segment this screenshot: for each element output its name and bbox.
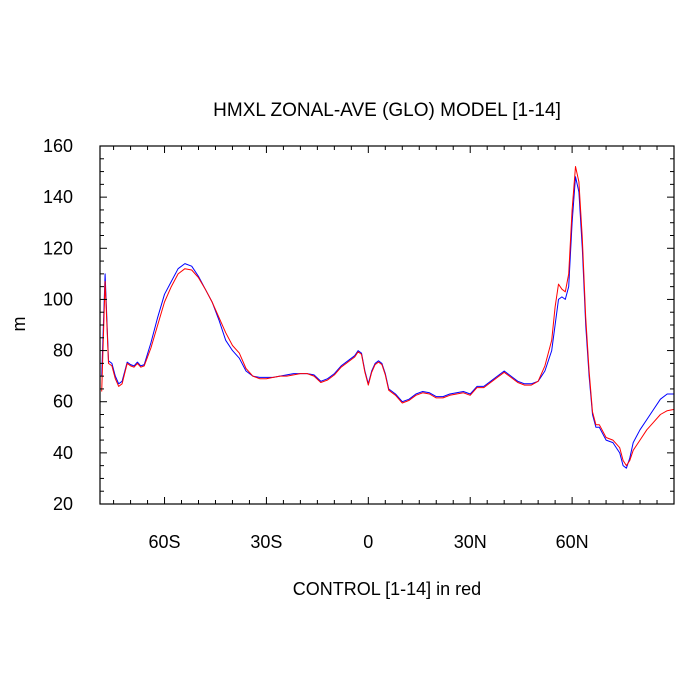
y-tick-label: 20	[53, 494, 73, 514]
x-tick-label: 60S	[149, 532, 181, 552]
y-tick-label: 120	[43, 238, 73, 258]
y-tick-label: 140	[43, 187, 73, 207]
plot-lines	[101, 166, 675, 469]
y-tick-label: 100	[43, 289, 73, 309]
y-tick-label: 40	[53, 443, 73, 463]
x-tick-label: 60N	[556, 532, 589, 552]
tick-labels: 20 40 60 80 100 120 140 160 60S 30S 0 30N 60N	[43, 136, 589, 552]
plot-frame	[99, 145, 675, 505]
x-tick-label: 30S	[250, 532, 282, 552]
x-tick-label: 30N	[454, 532, 487, 552]
y-tick-label: 60	[53, 392, 73, 412]
axis-ticks	[100, 145, 675, 505]
series-line-0	[101, 176, 674, 469]
y-axis-label: m	[9, 317, 29, 332]
series-line-1	[101, 166, 675, 467]
x-axis-label: CONTROL [1-14] in red	[293, 579, 481, 599]
chart-title: HMXL ZONAL-AVE (GLO) MODEL [1-14]	[213, 100, 561, 121]
y-tick-label: 80	[53, 341, 73, 361]
x-tick-label: 0	[363, 532, 373, 552]
y-tick-label: 160	[43, 136, 73, 156]
